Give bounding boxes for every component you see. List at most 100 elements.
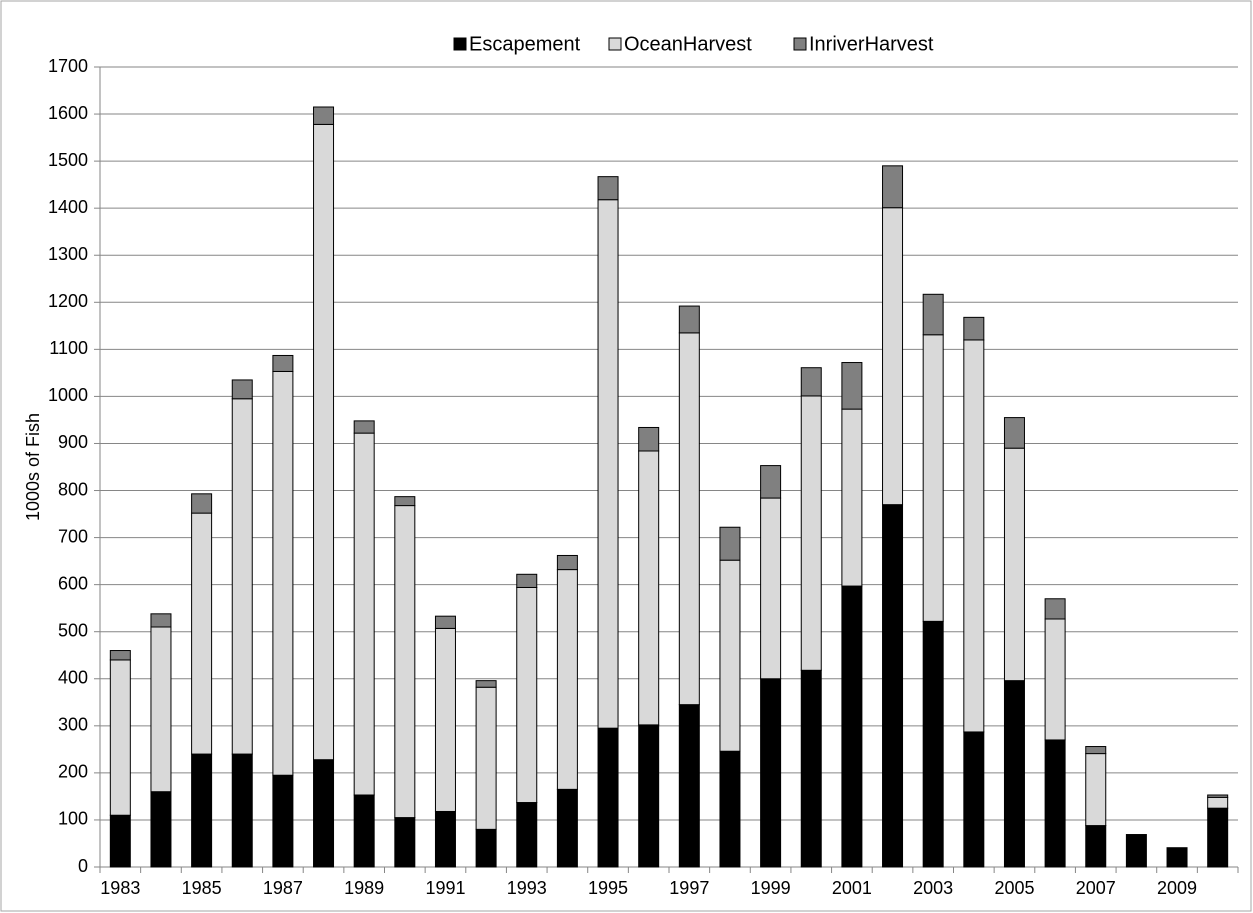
y-tick-label: 700	[58, 526, 88, 546]
bar-segment	[760, 465, 782, 499]
bar-segment	[475, 828, 497, 868]
bar-segment	[922, 334, 944, 622]
bar-segment	[516, 573, 538, 588]
y-tick-label: 400	[58, 668, 88, 688]
bar-segment	[1207, 794, 1229, 798]
y-tick-label: 600	[58, 573, 88, 593]
bar-segment	[1085, 825, 1107, 868]
y-tick-label: 1200	[48, 291, 88, 311]
bar-segment	[1085, 746, 1107, 755]
bar-segment	[434, 627, 456, 812]
bar-segment	[313, 106, 335, 125]
bar-segment	[191, 493, 213, 514]
bar-segment	[678, 332, 700, 706]
bar-segment	[556, 569, 578, 790]
bar-segment	[150, 791, 172, 868]
x-tick-label: 2005	[994, 878, 1034, 898]
bar-segment	[1207, 796, 1229, 809]
bar-segment	[1044, 618, 1066, 741]
bar-segment	[638, 724, 660, 868]
y-tick-label: 1400	[48, 197, 88, 217]
bar-segment	[191, 512, 213, 755]
x-tick-label: 2003	[913, 878, 953, 898]
bar-segment	[638, 426, 660, 452]
x-tick-label: 1983	[100, 878, 140, 898]
bar-segment	[719, 750, 741, 868]
bar-segment	[638, 450, 660, 726]
x-tick-label: 2009	[1157, 878, 1197, 898]
x-tick-label: 2007	[1076, 878, 1116, 898]
bar-segment	[678, 305, 700, 334]
bar-segment	[272, 774, 294, 868]
bar-segment	[394, 817, 416, 868]
bar-segment	[760, 678, 782, 868]
x-tick-label: 1999	[751, 878, 791, 898]
legend-label: OceanHarvest	[624, 33, 752, 55]
bar-segment	[922, 293, 944, 336]
bar-segment	[1003, 447, 1025, 682]
bar-segment	[353, 420, 375, 434]
x-tick-label: 1995	[588, 878, 628, 898]
y-tick-label: 1000	[48, 385, 88, 405]
bar-segment	[882, 207, 904, 506]
y-tick-label: 1500	[48, 150, 88, 170]
bar-segment	[841, 585, 863, 868]
bar-segment	[556, 788, 578, 868]
bar-segment	[353, 794, 375, 868]
bar-segment	[109, 814, 131, 868]
bar-segment	[882, 504, 904, 868]
legend-label: Escapement	[469, 33, 581, 55]
bar-segment	[313, 123, 335, 761]
y-tick-label: 1700	[48, 56, 88, 76]
bar-segment	[475, 680, 497, 688]
bar-segment	[719, 526, 741, 561]
bar-segment	[922, 620, 944, 868]
y-tick-label: 1300	[48, 244, 88, 264]
bar-segment	[800, 395, 822, 671]
y-tick-label: 1100	[49, 338, 88, 358]
bar-segment	[434, 810, 456, 868]
bar-segment	[882, 165, 904, 209]
bar-segment	[231, 753, 253, 868]
bar-segment	[556, 554, 578, 571]
x-tick-label: 1991	[425, 878, 465, 898]
y-tick-label: 200	[58, 762, 88, 782]
bar-segment	[475, 686, 497, 830]
bar-segment	[1166, 847, 1188, 868]
bar-segment	[841, 362, 863, 410]
bar-segment	[1044, 598, 1066, 620]
bar-segment	[150, 626, 172, 793]
bar-segment	[231, 398, 253, 755]
x-tick-label: 1993	[507, 878, 547, 898]
y-tick-label: 300	[58, 715, 88, 735]
legend-swatch	[453, 37, 467, 51]
y-tick-label: 500	[58, 620, 88, 640]
bar-segment	[800, 367, 822, 397]
x-tick-label: 1997	[669, 878, 709, 898]
bar-segment	[1003, 680, 1025, 868]
x-tick-label: 2001	[832, 878, 872, 898]
bar-segment	[231, 379, 253, 400]
legend-swatch	[608, 37, 622, 51]
bar-segment	[109, 659, 131, 816]
legend-label: InriverHarvest	[809, 33, 934, 55]
bar-segment	[597, 199, 619, 729]
bar-segment	[841, 408, 863, 587]
x-tick-label: 1989	[344, 878, 384, 898]
bar-segment	[272, 354, 294, 372]
bar-segment	[1044, 739, 1066, 868]
bar-segment	[191, 753, 213, 868]
bar-segment	[516, 586, 538, 804]
bar-segment	[800, 669, 822, 868]
bar-segment	[109, 650, 131, 661]
bar-segment	[963, 316, 985, 341]
x-tick-label: 1985	[182, 878, 222, 898]
bar-segment	[313, 759, 335, 868]
bar-segment	[597, 176, 619, 201]
bar-segment	[394, 496, 416, 507]
y-tick-label: 900	[58, 432, 88, 452]
bar-segment	[150, 613, 172, 628]
bar-segment	[597, 727, 619, 868]
bar-segment	[516, 802, 538, 868]
